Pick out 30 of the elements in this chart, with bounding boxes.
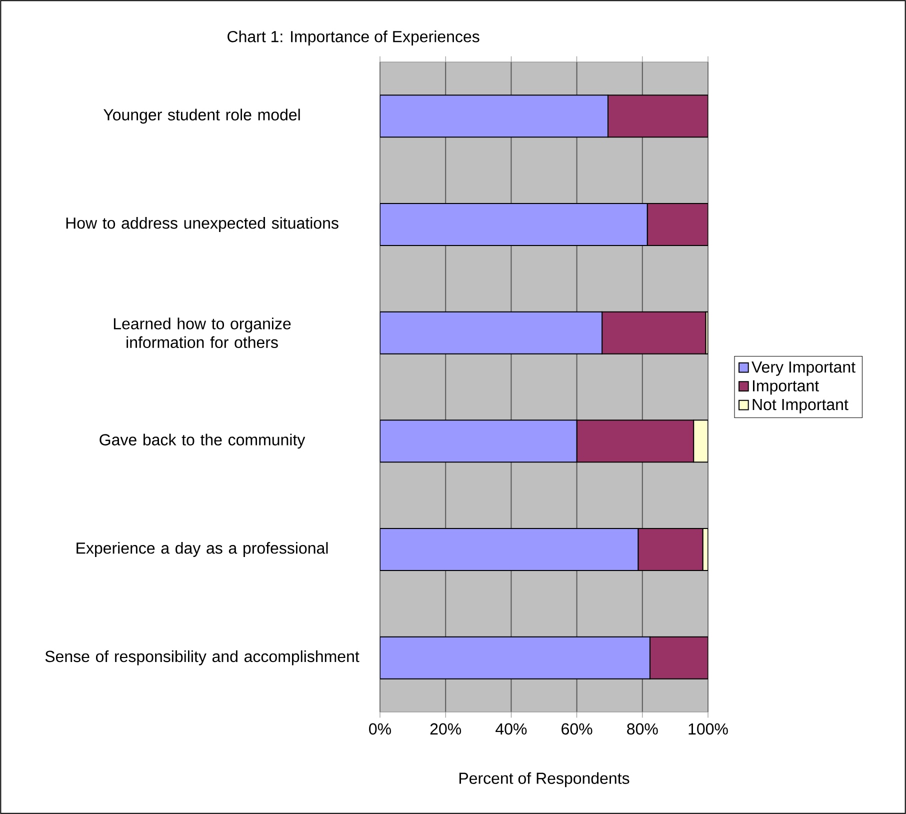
bar	[638, 528, 704, 571]
bar	[576, 420, 694, 463]
bar	[693, 420, 708, 463]
bar	[649, 636, 708, 680]
bar	[646, 202, 708, 246]
y-tick-label: Experience a day as a professional	[76, 542, 328, 557]
bar	[602, 311, 706, 354]
x-tick-label: 80%	[627, 723, 658, 735]
x-tick-label: 20%	[430, 723, 462, 735]
legend-label: Very Important	[752, 362, 856, 376]
x-tick-label: 100%	[688, 723, 728, 735]
bar	[380, 94, 608, 138]
bar	[607, 94, 708, 138]
x-tick-label: 0%	[369, 723, 391, 735]
y-tick-label: Younger student role model	[104, 108, 300, 124]
x-tick-label: 40%	[496, 723, 527, 735]
y-tick-label: Learned how to organize information for others	[114, 318, 291, 348]
x-axis-title: Percent of Respondents	[459, 772, 630, 788]
x-tick-label: 60%	[562, 723, 592, 735]
bar	[380, 202, 648, 246]
bar	[380, 528, 639, 571]
legend-label: Not Important	[752, 399, 848, 414]
bar	[380, 636, 650, 680]
legend-label: Important	[752, 380, 819, 395]
y-tick-label: How to address unexpected situations	[66, 217, 338, 232]
bar	[380, 311, 603, 354]
y-tick-label: Gave back to the community	[100, 434, 306, 449]
chart-title: Chart 1: Importance of Experiences	[228, 30, 480, 46]
bar	[380, 420, 578, 463]
y-tick-label: Sense of responsibility and accomplishment	[45, 650, 360, 666]
